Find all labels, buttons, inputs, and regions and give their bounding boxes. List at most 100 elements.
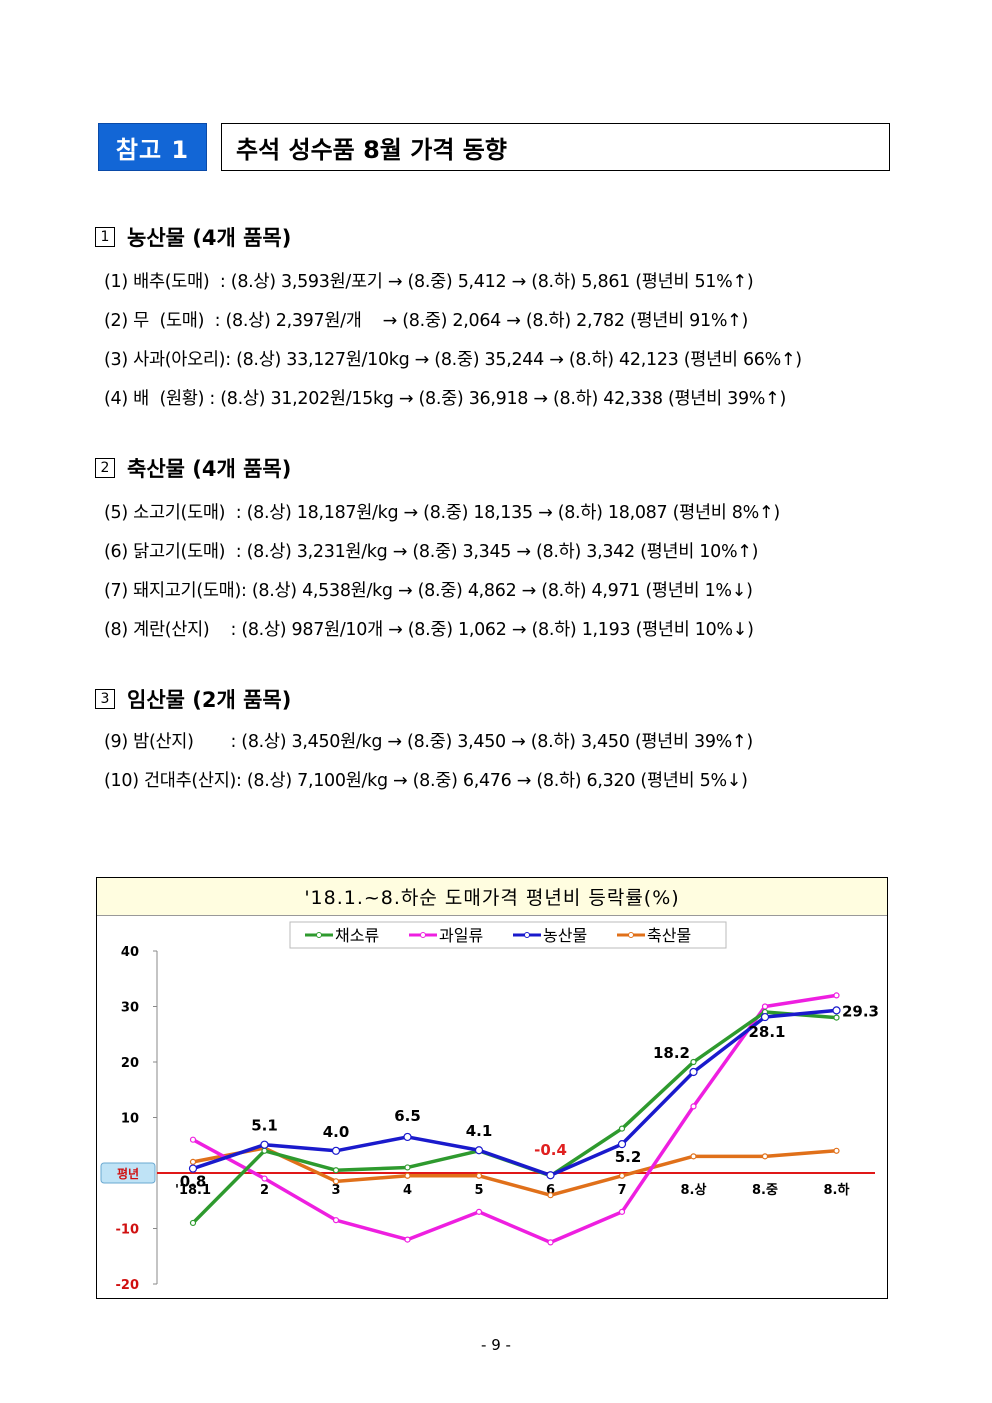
y-tick-label: -20 bbox=[116, 1278, 140, 1293]
x-tick-label: 5 bbox=[474, 1183, 483, 1198]
y-tick-label: 10 bbox=[121, 1112, 139, 1127]
data-point bbox=[546, 1171, 555, 1180]
data-point bbox=[618, 1208, 626, 1215]
data-point bbox=[690, 1103, 697, 1110]
list-item: (2) 무 (도매) : (8.상) 2,397원/개 → (8.중) 2,06… bbox=[104, 311, 749, 331]
data-point bbox=[475, 1172, 483, 1179]
x-tick-label: 3 bbox=[331, 1183, 340, 1198]
y-tick-label: 30 bbox=[121, 1001, 139, 1016]
legend-marker bbox=[524, 932, 530, 938]
section-title: 축산물 (4개 품목) bbox=[127, 457, 292, 481]
data-point bbox=[690, 1153, 697, 1160]
data-point bbox=[833, 1147, 840, 1154]
section-heading-livestock: 2 축산물 (4개 품목) bbox=[95, 453, 291, 483]
data-point bbox=[189, 1158, 197, 1165]
data-point bbox=[332, 1178, 340, 1185]
data-point bbox=[404, 1236, 411, 1243]
x-tick-label: 4 bbox=[403, 1183, 412, 1198]
x-tick-label: 8.상 bbox=[681, 1183, 707, 1198]
x-tick-label: 8.중 bbox=[752, 1183, 778, 1198]
list-item: (9) 밤(산지) : (8.상) 3,450원/kg → (8.중) 3,45… bbox=[104, 732, 753, 752]
data-point bbox=[618, 1125, 626, 1132]
data-point bbox=[474, 1146, 484, 1155]
y-tick-label: 20 bbox=[121, 1056, 139, 1071]
data-point bbox=[189, 1219, 197, 1227]
section-title: 임산물 (2개 품목) bbox=[127, 688, 292, 712]
x-tick-label: 7 bbox=[617, 1183, 626, 1198]
data-label: 0.8 bbox=[180, 1173, 207, 1191]
series-line-3 bbox=[192, 1146, 837, 1197]
data-point bbox=[761, 1153, 769, 1160]
legend-label: 채소류 bbox=[335, 926, 379, 945]
x-tick-label: 8.하 bbox=[824, 1182, 850, 1198]
data-point bbox=[188, 1164, 198, 1173]
reference-badge: 참고 1 bbox=[98, 123, 207, 171]
list-item: (7) 돼지고기(도매): (8.상) 4,538원/kg → (8.중) 4,… bbox=[104, 581, 753, 601]
legend-label: 축산물 bbox=[647, 926, 691, 945]
data-point bbox=[261, 1175, 268, 1182]
section-heading-agricultural: 1 농산물 (4개 품목) bbox=[95, 222, 291, 252]
series-line-1 bbox=[192, 993, 837, 1245]
data-point bbox=[261, 1147, 268, 1154]
section-heading-forestry: 3 임산물 (2개 품목) bbox=[95, 684, 291, 714]
data-label: -0.4 bbox=[534, 1141, 567, 1159]
x-tick-label: 6 bbox=[546, 1183, 555, 1198]
baseline-label: 평년 bbox=[117, 1167, 139, 1181]
y-tick-label: 40 bbox=[121, 945, 139, 960]
data-point bbox=[689, 1067, 698, 1077]
data-point bbox=[403, 1132, 412, 1142]
legend-label: 농산물 bbox=[543, 926, 587, 945]
data-label: 5.1 bbox=[251, 1117, 278, 1135]
data-label: 29.3 bbox=[842, 1002, 879, 1020]
page-title: 추석 성수품 8월 가격 동향 bbox=[221, 123, 890, 171]
list-item: (3) 사과(아오리): (8.상) 33,127원/10kg → (8.중) … bbox=[104, 350, 802, 370]
series-line-2 bbox=[192, 1008, 837, 1177]
chart-title: '18.1.~8.하순 도매가격 평년비 등락률(%) bbox=[97, 878, 887, 916]
section-number: 1 bbox=[95, 227, 115, 247]
data-point bbox=[404, 1164, 411, 1171]
section-number: 2 bbox=[95, 458, 115, 478]
data-point bbox=[332, 1217, 340, 1224]
list-item: (10) 건대추(산지): (8.상) 7,100원/kg → (8.중) 6,… bbox=[104, 771, 748, 791]
list-item: (8) 계란(산지) : (8.상) 987원/10개 → (8.중) 1,06… bbox=[104, 620, 754, 640]
data-point bbox=[760, 1012, 770, 1022]
data-point bbox=[547, 1239, 554, 1246]
section-title: 농산물 (4개 품목) bbox=[127, 226, 292, 250]
list-item: (6) 닭고기(도매) : (8.상) 3,231원/kg → (8.중) 3,… bbox=[104, 542, 759, 562]
x-tick-label: '18.1 bbox=[175, 1183, 211, 1198]
list-item: (1) 배추(도매) : (8.상) 3,593원/포기 → (8.중) 5,4… bbox=[104, 272, 754, 292]
data-point bbox=[331, 1146, 341, 1155]
data-point bbox=[547, 1192, 554, 1199]
section-number: 3 bbox=[95, 689, 115, 709]
data-label: 6.5 bbox=[394, 1107, 421, 1125]
page-number: - 9 - bbox=[481, 1336, 511, 1354]
data-point bbox=[690, 1058, 697, 1066]
legend-marker bbox=[420, 932, 426, 938]
data-label: 28.1 bbox=[748, 1023, 785, 1041]
data-label: 4.1 bbox=[466, 1122, 493, 1140]
price-change-chart: '18.1.~8.하순 도매가격 평년비 등락률(%) 채소류 과일류 농산물 축산물… bbox=[96, 877, 888, 1299]
legend bbox=[289, 921, 727, 949]
legend-marker bbox=[316, 932, 322, 938]
data-point bbox=[260, 1140, 269, 1149]
x-tick-label: 2 bbox=[260, 1183, 269, 1198]
data-label: 5.2 bbox=[615, 1148, 642, 1166]
data-point bbox=[618, 1172, 626, 1179]
data-label: 4.0 bbox=[323, 1123, 350, 1141]
data-point bbox=[832, 1006, 841, 1015]
list-item: (4) 배 (원황) : (8.상) 31,202원/15kg → (8.중) … bbox=[104, 389, 787, 409]
list-item: (5) 소고기(도매) : (8.상) 18,187원/kg → (8.중) 1… bbox=[104, 503, 780, 523]
data-point bbox=[833, 992, 840, 999]
data-label: 18.2 bbox=[653, 1044, 690, 1062]
legend-label: 과일류 bbox=[439, 926, 483, 945]
chart-plot: 채소류 과일류 농산물 축산물 40 30 20 10 -10 -20 평년 '18.1 2 3 4 5 6 7 8… bbox=[100, 921, 879, 1293]
data-point bbox=[761, 1003, 769, 1010]
data-point bbox=[404, 1172, 411, 1179]
legend-marker bbox=[628, 932, 634, 938]
data-point bbox=[833, 1014, 840, 1021]
data-point bbox=[189, 1136, 197, 1143]
data-point bbox=[332, 1167, 340, 1174]
data-point bbox=[475, 1208, 483, 1215]
baseline-badge bbox=[100, 1162, 156, 1184]
y-tick-label: -10 bbox=[116, 1223, 140, 1238]
